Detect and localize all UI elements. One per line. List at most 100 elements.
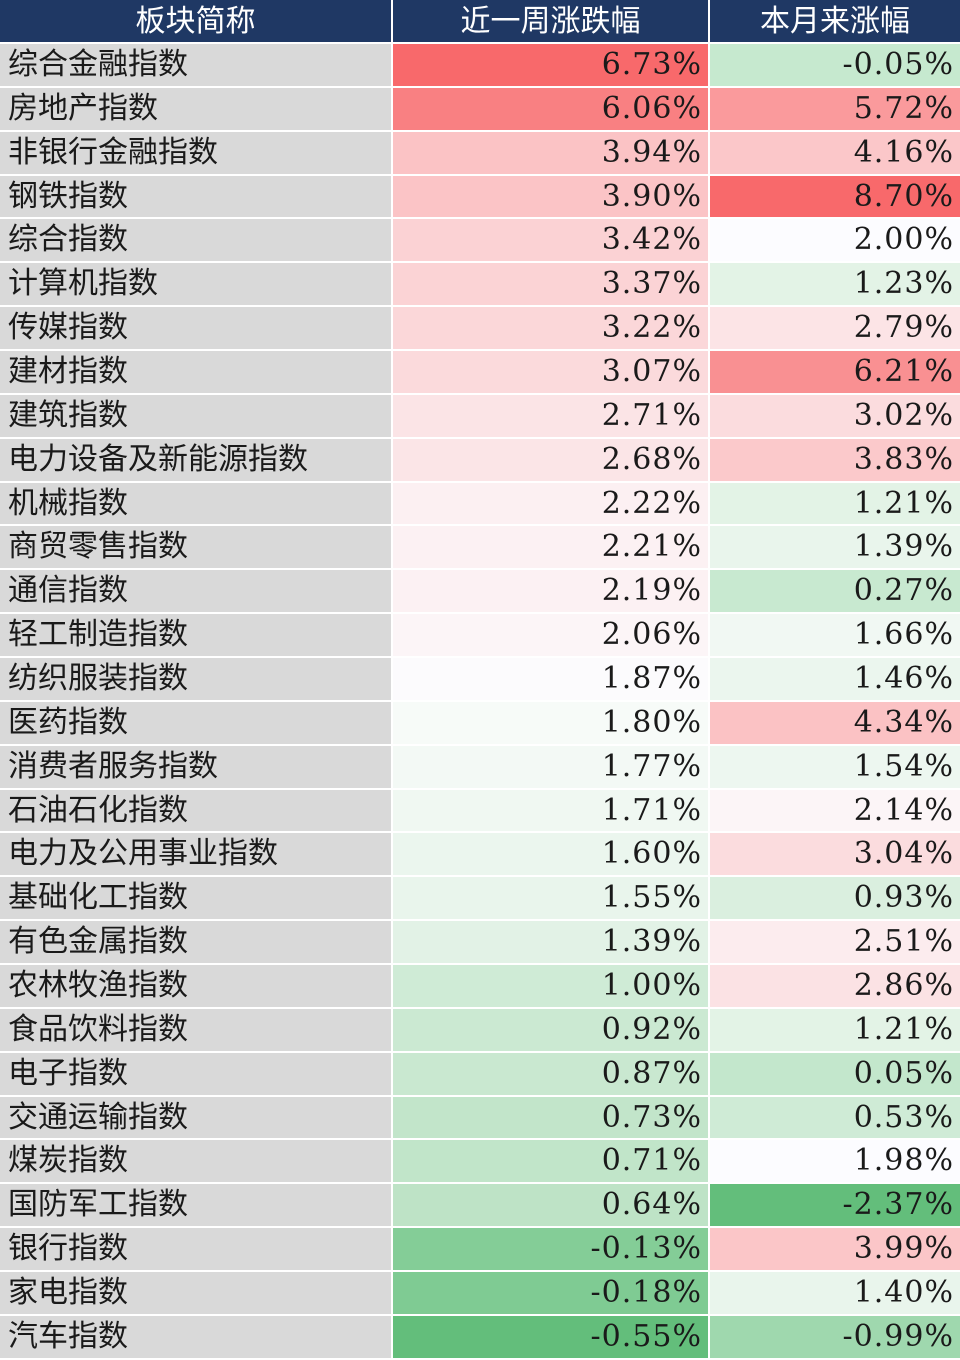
sector-name-cell: 建材指数 <box>0 351 393 395</box>
weekly-change-cell: 3.90% <box>393 175 710 220</box>
weekly-change-cell: 1.87% <box>393 658 710 702</box>
table-row: 纺织服装指数 1.87% 1.46% <box>0 658 960 702</box>
month-to-date-change-cell: 3.99% <box>710 1228 960 1273</box>
weekly-change-cell: 6.73% <box>393 44 710 88</box>
sector-name-cell: 钢铁指数 <box>0 175 393 220</box>
sector-name-cell: 基础化工指数 <box>0 877 393 922</box>
month-to-date-change-cell: 4.34% <box>710 701 960 746</box>
month-to-date-change-cell: 1.98% <box>710 1140 960 1185</box>
weekly-change-cell: 1.71% <box>393 789 710 834</box>
weekly-change-cell: 0.64% <box>393 1184 710 1229</box>
sector-name-cell: 消费者服务指数 <box>0 745 393 790</box>
month-to-date-change-cell: 2.00% <box>710 219 960 264</box>
weekly-change-cell: 2.22% <box>393 482 710 527</box>
month-to-date-change-cell: -0.05% <box>710 44 960 88</box>
sector-name-cell: 交通运输指数 <box>0 1096 393 1141</box>
header-weekly-change[interactable]: 近一周涨跌幅 <box>393 0 710 44</box>
table-row: 交通运输指数 0.73% 0.53% <box>0 1096 960 1141</box>
sector-name-cell: 农林牧渔指数 <box>0 965 393 1009</box>
table-row: 非银行金融指数 3.94% 4.16% <box>0 131 960 176</box>
table-row: 传媒指数 3.22% 2.79% <box>0 307 960 352</box>
sector-name-cell: 商贸零售指数 <box>0 526 393 571</box>
weekly-change-cell: 1.60% <box>393 833 710 878</box>
sector-name-cell: 电力设备及新能源指数 <box>0 438 393 483</box>
sector-name-cell: 有色金属指数 <box>0 921 393 966</box>
month-to-date-change-cell: 2.14% <box>710 789 960 834</box>
month-to-date-change-cell: 0.05% <box>710 1052 960 1097</box>
table-row: 综合金融指数 6.73% -0.05% <box>0 44 960 88</box>
table-row: 农林牧渔指数 1.00% 2.86% <box>0 965 960 1009</box>
table-row: 电子指数 0.87% 0.05% <box>0 1052 960 1097</box>
weekly-change-cell: 2.71% <box>393 394 710 439</box>
weekly-change-cell: 2.21% <box>393 526 710 571</box>
table-row: 轻工制造指数 2.06% 1.66% <box>0 614 960 659</box>
table-row: 建筑指数 2.71% 3.02% <box>0 394 960 439</box>
weekly-change-cell: 1.00% <box>393 965 710 1009</box>
weekly-change-cell: 0.92% <box>393 1008 710 1053</box>
table-row: 商贸零售指数 2.21% 1.39% <box>0 526 960 571</box>
month-to-date-change-cell: 1.46% <box>710 658 960 702</box>
month-to-date-change-cell: 4.16% <box>710 131 960 176</box>
month-to-date-change-cell: 1.66% <box>710 614 960 659</box>
header-sector-name[interactable]: 板块简称 <box>0 0 393 44</box>
table-row: 计算机指数 3.37% 1.23% <box>0 263 960 308</box>
weekly-change-cell: 0.73% <box>393 1096 710 1141</box>
table-row: 房地产指数 6.06% 5.72% <box>0 87 960 132</box>
weekly-change-cell: 2.06% <box>393 614 710 659</box>
sector-name-cell: 轻工制造指数 <box>0 614 393 659</box>
sector-name-cell: 汽车指数 <box>0 1315 393 1360</box>
sector-name-cell: 电子指数 <box>0 1052 393 1097</box>
weekly-change-cell: 3.37% <box>393 263 710 308</box>
table-row: 煤炭指数 0.71% 1.98% <box>0 1140 960 1185</box>
sector-name-cell: 综合指数 <box>0 219 393 264</box>
sector-name-cell: 建筑指数 <box>0 394 393 439</box>
table-row: 综合指数 3.42% 2.00% <box>0 219 960 264</box>
month-to-date-change-cell: 0.93% <box>710 877 960 922</box>
sector-name-cell: 石油石化指数 <box>0 789 393 834</box>
month-to-date-change-cell: 1.40% <box>710 1272 960 1316</box>
month-to-date-change-cell: 2.79% <box>710 307 960 352</box>
month-to-date-change-cell: 0.53% <box>710 1096 960 1141</box>
weekly-change-cell: 3.42% <box>393 219 710 264</box>
month-to-date-change-cell: 1.23% <box>710 263 960 308</box>
sector-name-cell: 煤炭指数 <box>0 1140 393 1185</box>
weekly-change-cell: -0.13% <box>393 1228 710 1273</box>
weekly-change-cell: 1.80% <box>393 701 710 746</box>
month-to-date-change-cell: 2.86% <box>710 965 960 1009</box>
weekly-change-cell: 1.55% <box>393 877 710 922</box>
sector-name-cell: 银行指数 <box>0 1228 393 1273</box>
table-header-row: 板块简称 近一周涨跌幅 本月来涨幅 <box>0 0 960 44</box>
sector-name-cell: 通信指数 <box>0 570 393 615</box>
month-to-date-change-cell: 6.21% <box>710 351 960 395</box>
table-row: 通信指数 2.19% 0.27% <box>0 570 960 615</box>
sector-name-cell: 纺织服装指数 <box>0 658 393 702</box>
sector-name-cell: 传媒指数 <box>0 307 393 352</box>
table-row: 家电指数 -0.18% 1.40% <box>0 1272 960 1316</box>
sector-name-cell: 计算机指数 <box>0 263 393 308</box>
weekly-change-cell: 0.71% <box>393 1140 710 1185</box>
month-to-date-change-cell: 3.04% <box>710 833 960 878</box>
table-row: 电力设备及新能源指数 2.68% 3.83% <box>0 438 960 483</box>
month-to-date-change-cell: 3.83% <box>710 438 960 483</box>
weekly-change-cell: 3.94% <box>393 131 710 176</box>
sector-name-cell: 机械指数 <box>0 482 393 527</box>
weekly-change-cell: -0.18% <box>393 1272 710 1316</box>
table-row: 基础化工指数 1.55% 0.93% <box>0 877 960 922</box>
weekly-change-cell: -0.55% <box>393 1315 710 1360</box>
month-to-date-change-cell: 1.39% <box>710 526 960 571</box>
weekly-change-cell: 2.19% <box>393 570 710 615</box>
weekly-change-cell: 2.68% <box>393 438 710 483</box>
table-body: 综合金融指数 6.73% -0.05% 房地产指数 6.06% 5.72% 非银行金融指数 3… <box>0 44 960 1360</box>
table-row: 机械指数 2.22% 1.21% <box>0 482 960 527</box>
table-row: 汽车指数 -0.55% -0.99% <box>0 1315 960 1360</box>
weekly-change-cell: 6.06% <box>393 87 710 132</box>
month-to-date-change-cell: 8.70% <box>710 175 960 220</box>
month-to-date-change-cell: 2.51% <box>710 921 960 966</box>
sector-name-cell: 综合金融指数 <box>0 44 393 88</box>
table-row: 有色金属指数 1.39% 2.51% <box>0 921 960 966</box>
header-month-to-date-change[interactable]: 本月来涨幅 <box>710 0 960 44</box>
table-row: 医药指数 1.80% 4.34% <box>0 701 960 746</box>
table-row: 食品饮料指数 0.92% 1.21% <box>0 1008 960 1053</box>
weekly-change-cell: 1.77% <box>393 745 710 790</box>
